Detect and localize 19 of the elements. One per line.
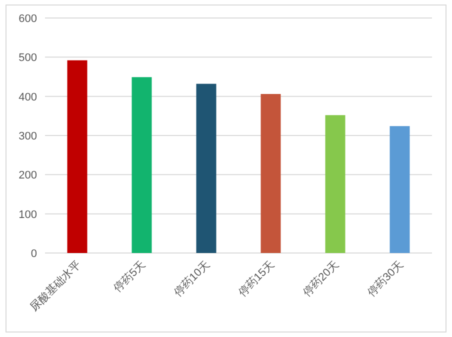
- x-tick-label: 停药20天: [300, 258, 342, 300]
- x-tick-label: 停药10天: [171, 258, 212, 300]
- bar: [132, 77, 152, 253]
- y-tick-label: 0: [30, 248, 37, 260]
- y-tick-label: 200: [18, 170, 37, 182]
- bar: [67, 60, 88, 253]
- x-tick-label: 停药30天: [364, 258, 406, 300]
- y-tick-label: 100: [18, 208, 37, 221]
- bar: [325, 115, 346, 253]
- y-tick-label: 500: [18, 52, 37, 64]
- x-tick-label: 停药15天: [236, 258, 277, 300]
- y-tick-label: 600: [18, 13, 37, 25]
- y-tick-label: 400: [18, 91, 37, 104]
- bar: [196, 84, 216, 253]
- y-tick-label: 300: [18, 130, 37, 142]
- x-tick-label: 尿酸基础水平: [28, 258, 84, 314]
- bar: [260, 94, 281, 253]
- x-tick-label: 停药5天: [111, 258, 148, 295]
- bar: [390, 126, 410, 253]
